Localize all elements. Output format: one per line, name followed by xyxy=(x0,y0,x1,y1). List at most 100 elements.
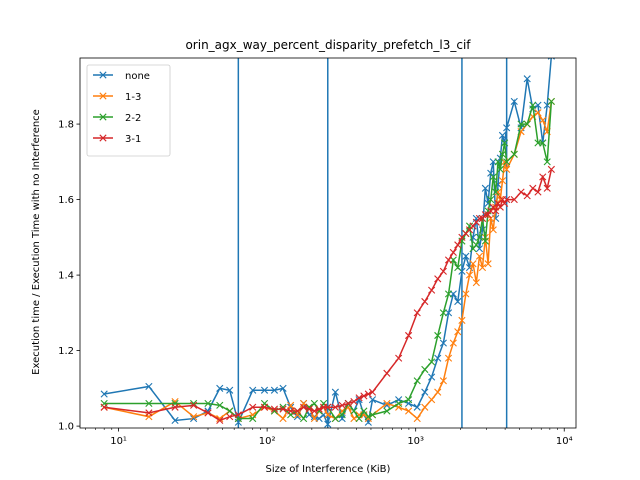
data-point xyxy=(534,109,542,117)
data-point xyxy=(475,233,484,241)
data-point xyxy=(492,207,500,215)
series-line-none xyxy=(104,58,552,427)
legend-label: 2-2 xyxy=(125,113,141,124)
data-point xyxy=(350,407,358,415)
data-point xyxy=(484,211,492,219)
x-tick-label: 10² xyxy=(259,436,276,447)
data-point xyxy=(434,275,442,283)
data-point xyxy=(428,358,436,366)
data-point xyxy=(496,165,504,173)
y-axis-label: Execution time / Execution Time with no … xyxy=(31,109,42,375)
data-point xyxy=(171,403,179,411)
data-point xyxy=(487,169,495,177)
data-point xyxy=(360,392,368,400)
y-tick-label: 1.0 xyxy=(58,422,74,433)
data-point xyxy=(529,184,537,192)
legend-item-2-2: 2-2 xyxy=(93,113,141,124)
data-point xyxy=(534,188,542,196)
data-point xyxy=(472,241,480,249)
data-point xyxy=(413,377,421,385)
legend-label: 3-1 xyxy=(125,134,141,145)
data-point xyxy=(434,331,442,340)
data-point xyxy=(510,150,518,158)
data-point xyxy=(498,177,507,185)
data-point xyxy=(503,165,511,173)
data-point xyxy=(216,384,224,392)
data-point xyxy=(383,407,391,415)
data-point xyxy=(405,331,413,340)
y-tick-label: 1.6 xyxy=(58,195,74,206)
x-tick-label: 10¹ xyxy=(110,436,127,447)
data-point xyxy=(449,339,457,347)
data-point xyxy=(434,354,442,362)
data-point xyxy=(190,401,198,409)
legend-label: 1-3 xyxy=(125,92,141,103)
data-point xyxy=(523,75,531,83)
series-line-3-1 xyxy=(104,169,553,422)
data-point xyxy=(547,97,555,106)
data-point xyxy=(364,413,372,421)
legend-marker xyxy=(99,92,107,100)
data-point xyxy=(310,414,318,423)
series-3-1 xyxy=(100,165,555,425)
data-point xyxy=(434,388,442,396)
data-point xyxy=(260,386,269,394)
data-point xyxy=(293,407,302,415)
data-point xyxy=(305,405,313,413)
data-point xyxy=(226,407,234,415)
data-point xyxy=(501,199,509,207)
data-point xyxy=(439,339,447,347)
data-point xyxy=(368,396,377,404)
data-point xyxy=(249,403,257,411)
data-point xyxy=(469,260,477,268)
data-point xyxy=(279,414,287,423)
data-point xyxy=(510,97,518,106)
data-point xyxy=(413,403,421,411)
data-point xyxy=(462,252,470,260)
data-point xyxy=(428,396,436,404)
data-point xyxy=(534,101,542,109)
data-point xyxy=(395,354,403,362)
data-point xyxy=(444,309,453,317)
data-point xyxy=(279,384,287,392)
data-point xyxy=(539,173,547,181)
data-point xyxy=(475,214,484,223)
data-point xyxy=(270,405,279,413)
data-point xyxy=(300,403,308,411)
data-point xyxy=(315,405,323,413)
data-point xyxy=(421,365,429,374)
data-point xyxy=(145,399,153,408)
legend-box xyxy=(86,64,171,157)
data-point xyxy=(510,195,518,204)
data-point xyxy=(517,120,525,128)
data-point xyxy=(454,328,462,336)
x-tick-label: 10³ xyxy=(407,436,424,447)
data-point xyxy=(344,399,352,408)
data-point xyxy=(324,411,332,419)
plot-frame xyxy=(79,57,577,429)
data-point xyxy=(324,420,332,428)
legend: none 1-3 2-2 3-1 xyxy=(86,64,171,157)
legend-item-none: none xyxy=(93,71,150,82)
data-point xyxy=(421,388,429,396)
data-point xyxy=(529,101,537,109)
x-axis-label: Size of Interference (KiB) xyxy=(266,464,391,475)
data-point xyxy=(421,297,429,306)
data-point xyxy=(383,369,391,377)
data-point xyxy=(444,256,453,264)
legend-item-1-3: 1-3 xyxy=(93,92,141,103)
data-point xyxy=(543,158,551,166)
data-point xyxy=(484,260,492,268)
chart-title: orin_agx_way_percent_disparity_prefetch_… xyxy=(185,38,471,52)
data-point xyxy=(100,390,108,398)
data-point xyxy=(216,416,224,425)
data-point xyxy=(444,290,453,298)
data-point xyxy=(439,309,447,317)
data-point xyxy=(249,386,257,394)
data-point xyxy=(428,373,436,381)
data-point xyxy=(355,414,363,423)
data-point xyxy=(405,396,413,404)
data-point xyxy=(503,158,511,166)
data-point xyxy=(145,409,153,417)
data-point xyxy=(439,377,447,385)
